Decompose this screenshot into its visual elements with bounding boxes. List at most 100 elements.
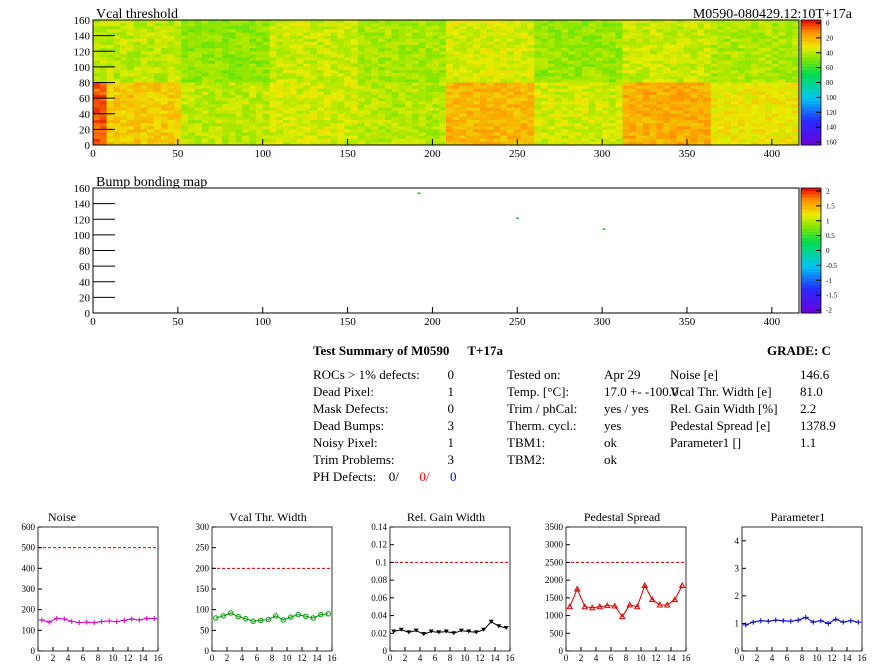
vcal-cell: [602, 70, 610, 74]
vcal-cell: [262, 116, 270, 121]
vcal-cell: [459, 45, 467, 49]
vcal-cell: [731, 70, 739, 74]
data-point: [436, 630, 442, 635]
vcal-cell: [595, 60, 603, 65]
vcal-cell: [724, 141, 732, 146]
vcal-cell: [724, 32, 732, 36]
vcal-cell: [608, 70, 617, 74]
palette-band: [801, 291, 821, 295]
vcal-cell: [703, 110, 712, 115]
vcal-cell: [486, 54, 494, 58]
vcal-cell: [126, 95, 135, 99]
vcal-cell: [371, 32, 379, 36]
vcal-cell: [656, 95, 664, 99]
vcal-cell: [160, 26, 168, 30]
vcal-cell: [452, 91, 460, 96]
vcal-cell: [378, 126, 386, 130]
vcal-cell: [717, 41, 725, 46]
vcal-cell: [561, 29, 569, 33]
vcal-cell: [249, 91, 257, 96]
vcal-cell: [541, 138, 549, 143]
vcal-cell: [249, 20, 257, 24]
vcal-cell: [147, 60, 155, 65]
vcal-cell: [765, 104, 773, 108]
vcal-cell: [792, 85, 800, 90]
vcal-cell: [337, 138, 345, 143]
vcal-cell: [507, 82, 515, 86]
vcal-cell: [561, 116, 569, 121]
vcal-cell: [649, 104, 657, 108]
vcal-cell: [221, 107, 230, 111]
vcal-cell: [656, 82, 664, 86]
vcal-cell: [262, 32, 270, 36]
vcal-cell: [771, 63, 779, 68]
vcal-cell: [697, 95, 705, 99]
vcal-cell: [323, 129, 331, 133]
vcal-cell: [330, 35, 338, 40]
vcal-cell: [717, 35, 725, 40]
vcal-cell: [513, 66, 521, 71]
vcal-cell: [697, 32, 705, 36]
vcal-cell: [629, 51, 637, 55]
vcal-cell: [106, 51, 114, 55]
vcal-cell: [676, 48, 684, 52]
data-point: [143, 615, 150, 621]
x-tick-label: 6: [433, 653, 438, 663]
vcal-cell: [500, 20, 508, 24]
y-tick-label: 200: [196, 563, 210, 573]
vcal-cell: [486, 91, 494, 96]
vcal-cell: [608, 107, 617, 111]
palette-band: [801, 120, 821, 124]
vcal-cell: [249, 129, 257, 133]
vcal-cell: [378, 41, 386, 46]
vcal-cell: [269, 141, 277, 146]
vcal-cell: [622, 101, 630, 105]
vcal-cell: [608, 20, 617, 24]
vcal-cell: [269, 41, 277, 46]
x-tick-label: 2: [579, 653, 584, 663]
vcal-cell: [412, 23, 420, 27]
vcal-cell: [785, 95, 793, 99]
vcal-cell: [296, 54, 304, 58]
data-point: [855, 619, 862, 625]
x-tick-label: 16: [506, 653, 516, 663]
vcal-cell: [513, 45, 521, 49]
vcal-cell: [697, 51, 705, 55]
vcal-cell: [765, 110, 773, 115]
vcal-cell: [255, 132, 264, 136]
vcal-cell: [446, 113, 454, 118]
palette-band: [801, 253, 821, 258]
vcal-cell: [126, 126, 135, 130]
vcal-cell: [670, 110, 678, 115]
vcal-cell: [357, 29, 365, 33]
vcal-cell: [744, 76, 752, 80]
y-tick-label: 600: [22, 522, 36, 532]
vcal-cell: [479, 85, 488, 90]
vcal-cell: [629, 101, 637, 105]
vcal-cell: [126, 51, 135, 55]
vcal-cell: [649, 57, 657, 61]
vcal-cell: [588, 79, 596, 83]
vcal-cell: [133, 101, 141, 105]
vcal-cell: [744, 54, 752, 58]
vcal-cell: [778, 45, 786, 49]
palette-band: [801, 297, 821, 301]
vcal-cell: [317, 48, 325, 52]
vcal-cell: [154, 126, 162, 130]
vcal-cell: [106, 101, 114, 105]
vcal-cell: [493, 141, 501, 146]
vcal-cell: [208, 88, 216, 93]
vcal-cell: [574, 60, 583, 65]
vcal-cell: [160, 138, 168, 143]
vcal-cell: [412, 129, 420, 133]
vcal-cell: [228, 29, 236, 33]
vcal-cell: [479, 126, 488, 130]
vcal-cell: [622, 95, 630, 99]
vcal-cell: [350, 20, 359, 24]
vcal-cell: [160, 29, 168, 33]
vcal-cell: [649, 35, 657, 40]
vcal-cell: [221, 35, 230, 40]
vcal-cell: [615, 88, 623, 93]
vcal-cell: [344, 73, 352, 77]
vcal-cell: [676, 135, 684, 140]
